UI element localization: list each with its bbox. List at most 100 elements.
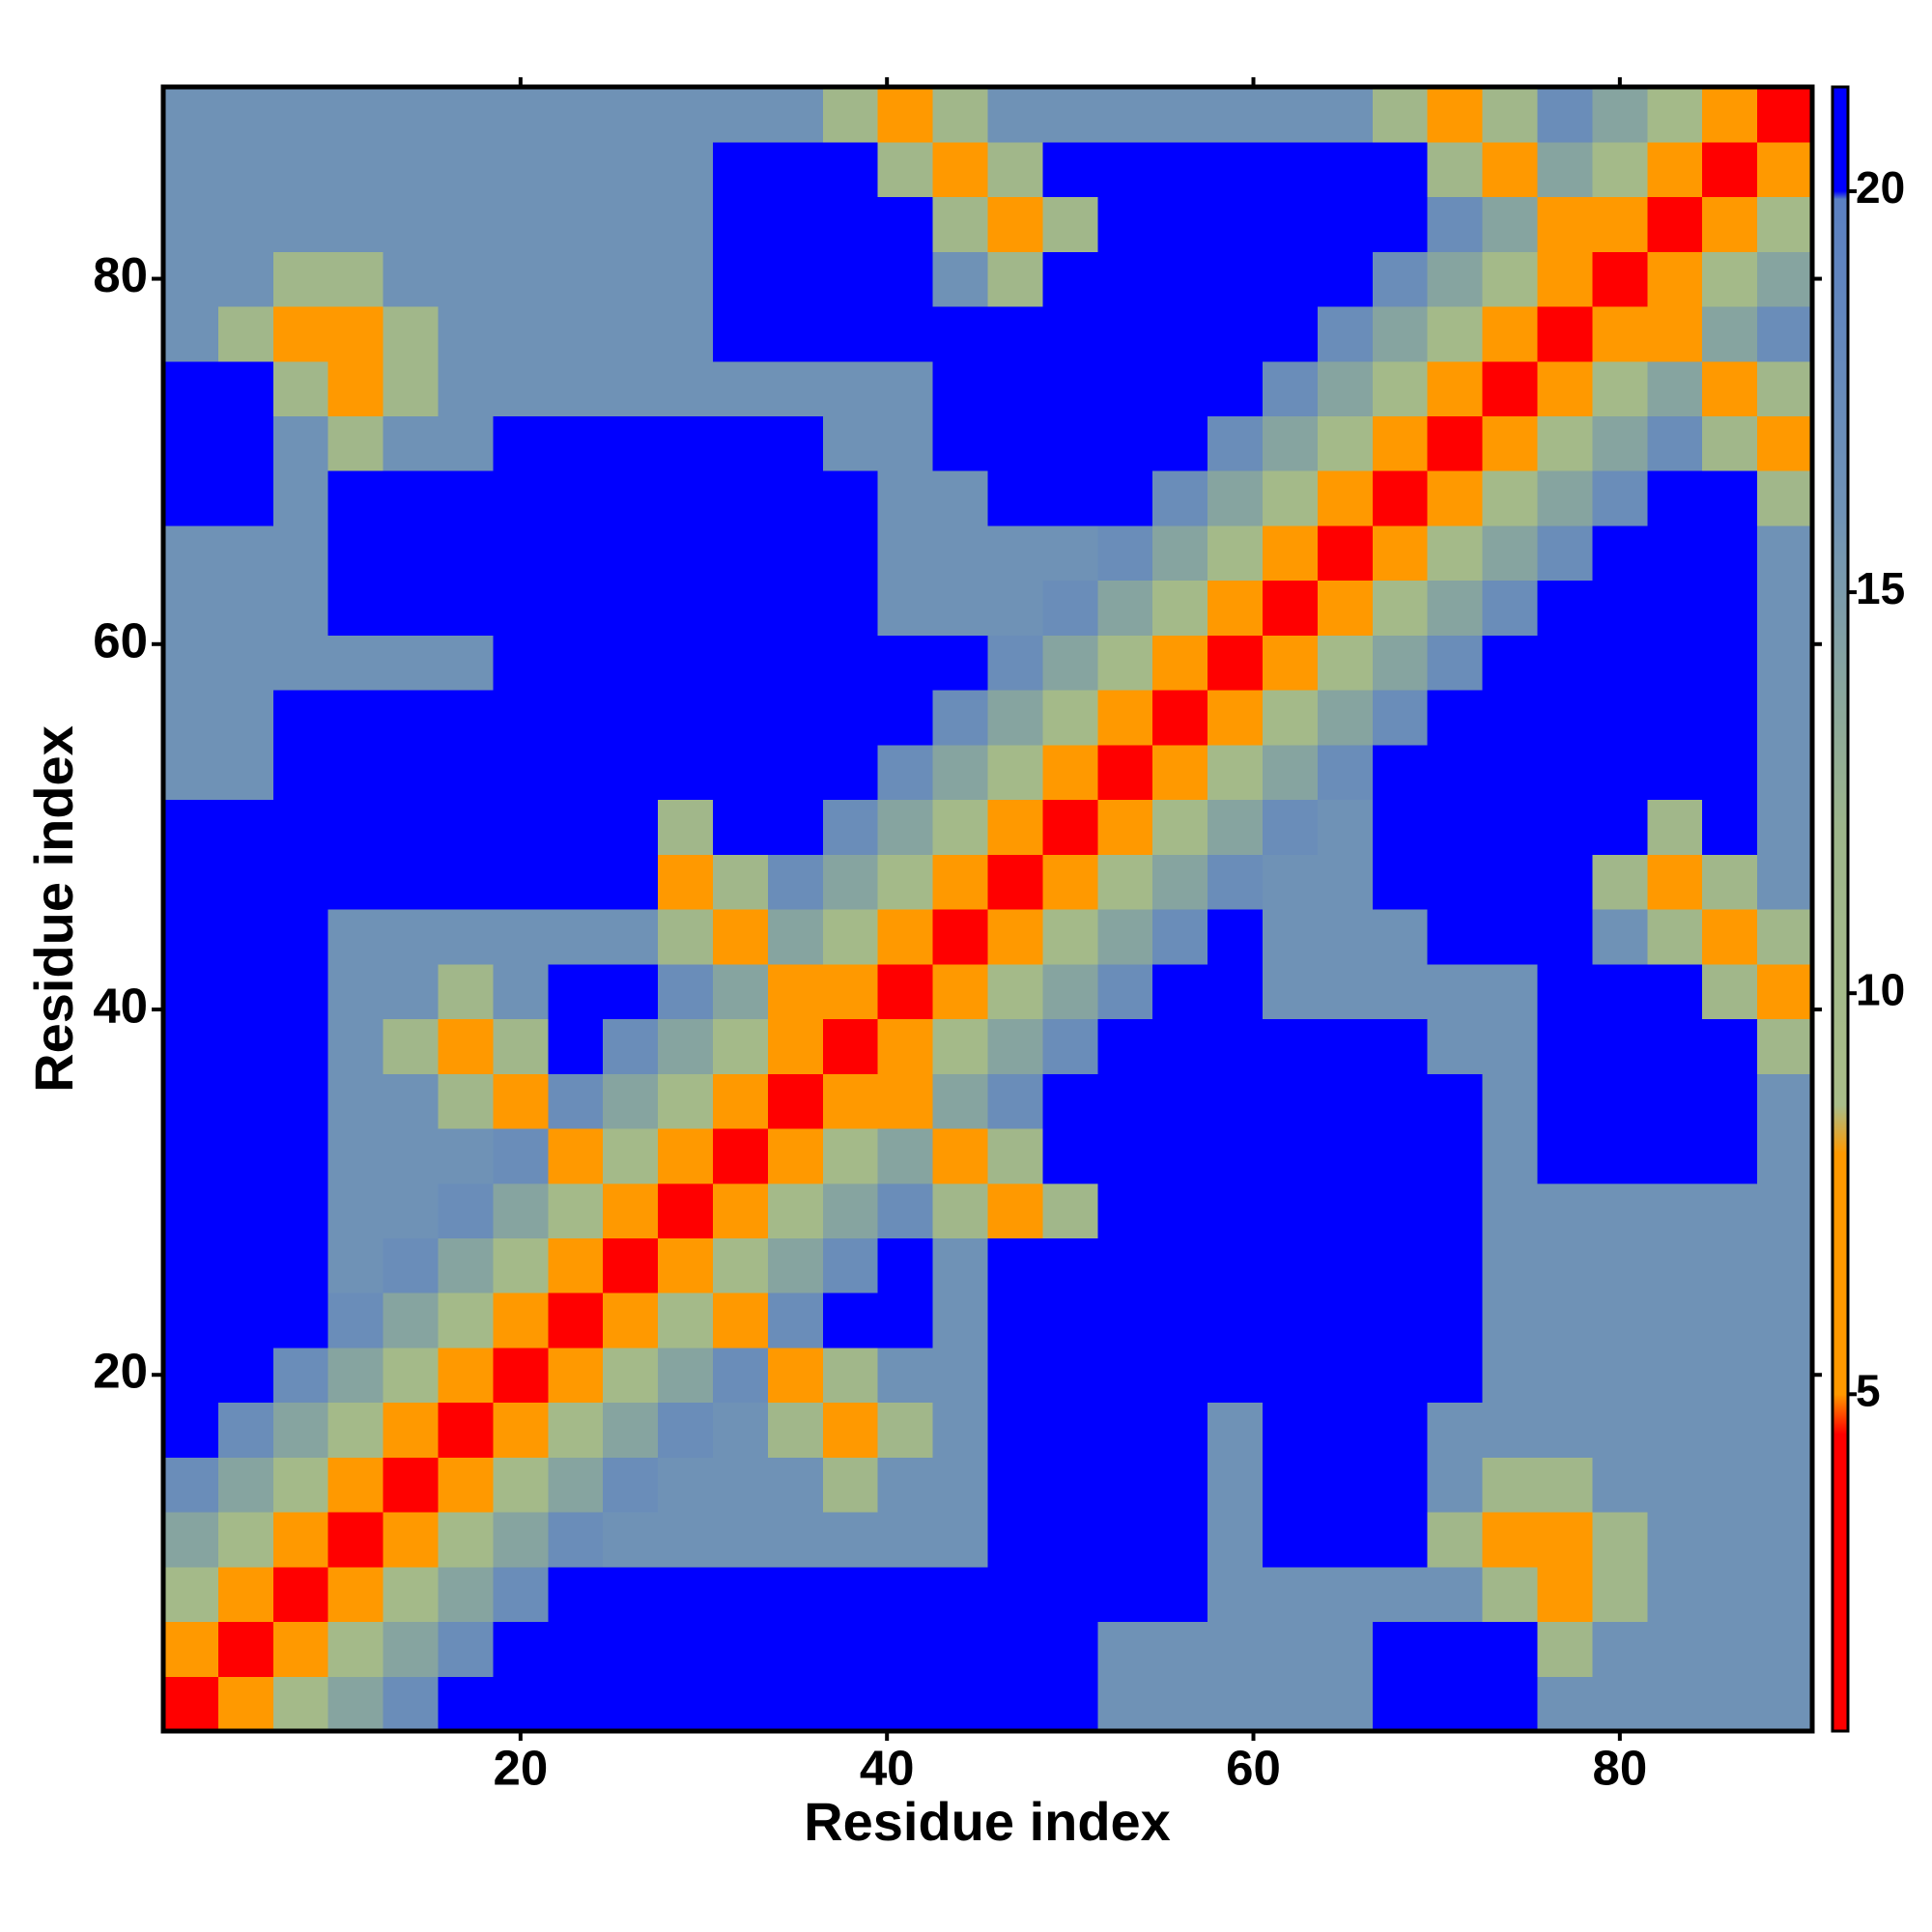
heatmap-cell — [877, 141, 934, 198]
heatmap-cell — [658, 415, 714, 471]
heatmap-cell — [1702, 1457, 1758, 1513]
heatmap-cell — [1537, 1293, 1593, 1349]
heatmap-cell — [713, 799, 769, 855]
heatmap-cell — [217, 141, 274, 198]
x-tick-label: 40 — [860, 1740, 915, 1795]
heatmap-cell — [1482, 963, 1539, 1020]
heatmap-cell — [1592, 963, 1648, 1020]
heatmap-cell — [1537, 1018, 1593, 1074]
heatmap-cell — [1263, 1512, 1319, 1568]
heatmap-cell — [603, 251, 659, 307]
colorbar-tick-label: 10 — [1856, 964, 1905, 1014]
heatmap-cell — [1702, 580, 1758, 636]
heatmap-cell — [438, 1237, 494, 1293]
heatmap-cell — [438, 470, 494, 526]
heatmap-cell — [272, 1621, 329, 1677]
heatmap-cell — [327, 415, 384, 471]
heatmap-cell — [327, 470, 384, 526]
heatmap-cell — [1482, 1512, 1539, 1568]
heatmap-cells — [163, 87, 1813, 1732]
colorbar-tick-label: 15 — [1856, 563, 1905, 613]
heatmap-cell — [1482, 196, 1539, 252]
heatmap-cell — [1702, 1182, 1758, 1238]
heatmap-cell — [658, 1402, 714, 1458]
heatmap-cell — [1702, 1293, 1758, 1349]
heatmap-cell — [217, 1402, 274, 1458]
heatmap-cell — [1152, 1293, 1208, 1349]
heatmap-cell — [1152, 1182, 1208, 1238]
heatmap-cell — [163, 580, 219, 636]
heatmap-cell — [1152, 1457, 1208, 1513]
heatmap-cell — [438, 1182, 494, 1238]
heatmap-cell — [987, 1127, 1043, 1184]
heatmap-cell — [932, 305, 989, 362]
heatmap-cell — [1097, 854, 1153, 910]
heatmap-cell — [438, 141, 494, 198]
heatmap-cell — [1263, 1127, 1319, 1184]
heatmap-cell — [767, 1566, 824, 1623]
heatmap-cell — [877, 1676, 934, 1732]
heatmap-cell — [1097, 1457, 1153, 1513]
heatmap-cell — [1042, 1402, 1098, 1458]
heatmap-cell — [438, 580, 494, 636]
heatmap-cell — [1042, 635, 1098, 691]
heatmap-cell — [767, 1457, 824, 1513]
heatmap-cell — [822, 1566, 879, 1623]
heatmap-cell — [987, 1457, 1043, 1513]
heatmap-cell — [1097, 963, 1153, 1020]
heatmap-cell — [1482, 415, 1539, 471]
heatmap-cell — [713, 1182, 769, 1238]
heatmap-cell — [767, 360, 824, 416]
heatmap-cell — [1317, 1182, 1374, 1238]
heatmap-cell — [1592, 1512, 1648, 1568]
heatmap-cell — [603, 196, 659, 252]
heatmap-cell — [163, 1566, 219, 1623]
heatmap-cell — [272, 1512, 329, 1568]
heatmap-cell — [1152, 525, 1208, 582]
heatmap-cell — [603, 1512, 659, 1568]
heatmap-cell — [163, 525, 219, 582]
heatmap-cell — [272, 1127, 329, 1184]
heatmap-cell — [658, 1457, 714, 1513]
x-axis-title: Residue index — [804, 1791, 1171, 1852]
heatmap-cell — [217, 854, 274, 910]
heatmap-cell — [1702, 1237, 1758, 1293]
heatmap-cell — [1042, 415, 1098, 471]
heatmap-cell — [217, 1566, 274, 1623]
heatmap-cell — [1317, 854, 1374, 910]
heatmap-cell — [877, 251, 934, 307]
heatmap-cell — [1482, 909, 1539, 965]
heatmap-cell — [548, 525, 604, 582]
heatmap-cell — [603, 799, 659, 855]
heatmap-cell — [713, 415, 769, 471]
heatmap-cell — [767, 799, 824, 855]
heatmap-cell — [658, 1676, 714, 1732]
heatmap-cell — [1208, 909, 1264, 965]
heatmap-cell — [1042, 1182, 1098, 1238]
heatmap-cell — [272, 1347, 329, 1404]
heatmap-cell — [163, 415, 219, 471]
heatmap-cell — [877, 525, 934, 582]
heatmap-cell — [548, 799, 604, 855]
heatmap-cell — [1592, 251, 1648, 307]
heatmap-cell — [1372, 141, 1429, 198]
heatmap-cell — [767, 909, 824, 965]
heatmap-cell — [1537, 1127, 1593, 1184]
heatmap-cell — [438, 1073, 494, 1129]
heatmap-cell — [1757, 635, 1813, 691]
heatmap-cell — [1757, 1237, 1813, 1293]
heatmap-cell — [1702, 525, 1758, 582]
heatmap-cell — [1097, 909, 1153, 965]
heatmap-cell — [1263, 87, 1319, 143]
heatmap-cell — [383, 470, 440, 526]
heatmap-cell — [1592, 744, 1648, 801]
heatmap-cell — [1482, 744, 1539, 801]
heatmap-cell — [383, 854, 440, 910]
heatmap-cell — [932, 415, 989, 471]
heatmap-cell — [217, 196, 274, 252]
heatmap-cell — [1097, 1676, 1153, 1732]
heatmap-cell — [713, 1073, 769, 1129]
heatmap-cell — [438, 635, 494, 691]
heatmap-cell — [1647, 580, 1703, 636]
heatmap-cell — [713, 1621, 769, 1677]
